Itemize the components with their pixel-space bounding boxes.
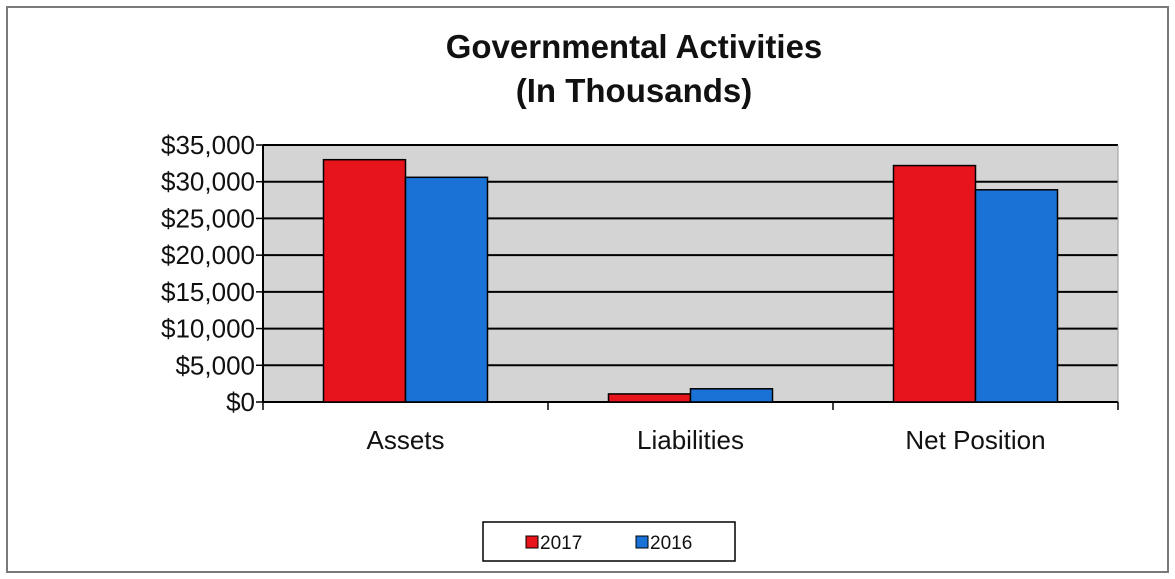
plot-area: $0 $5,000 $10,000 $15,000 $20,000 $25,000 $30,…: [161, 130, 1119, 455]
y-tick-label: $15,000: [161, 277, 255, 307]
bar-2017-liabilities: [607, 393, 692, 403]
y-tick-label: $10,000: [161, 314, 255, 344]
y-tick-label: $30,000: [161, 167, 255, 197]
x-category-label: Net Position: [905, 425, 1045, 455]
y-tick-label: $35,000: [161, 130, 255, 160]
legend: 2017 2016: [482, 521, 736, 562]
bar-2016-liabilities: [689, 388, 774, 403]
x-category-label: Assets: [366, 425, 444, 455]
legend-swatch-2016: [635, 535, 649, 549]
bar-2017-assets: [322, 158, 407, 403]
legend-swatch-2017: [525, 535, 539, 549]
y-tick-label: $20,000: [161, 240, 255, 270]
legend-label-2016: 2016: [650, 533, 692, 554]
y-tick-label: $0: [226, 387, 255, 417]
bar-2016-assets: [404, 176, 489, 403]
y-tick-label: $25,000: [161, 203, 255, 233]
chart-title: Governmental Activities: [446, 28, 823, 65]
legend-box: [482, 521, 736, 562]
bar-2016-net-position: [974, 189, 1059, 403]
legend-label-2017: 2017: [540, 533, 582, 554]
chart-subtitle: (In Thousands): [516, 72, 752, 109]
bar-2017-net-position: [892, 164, 977, 403]
x-category-label: Liabilities: [637, 425, 744, 455]
y-tick-label: $5,000: [175, 350, 255, 380]
